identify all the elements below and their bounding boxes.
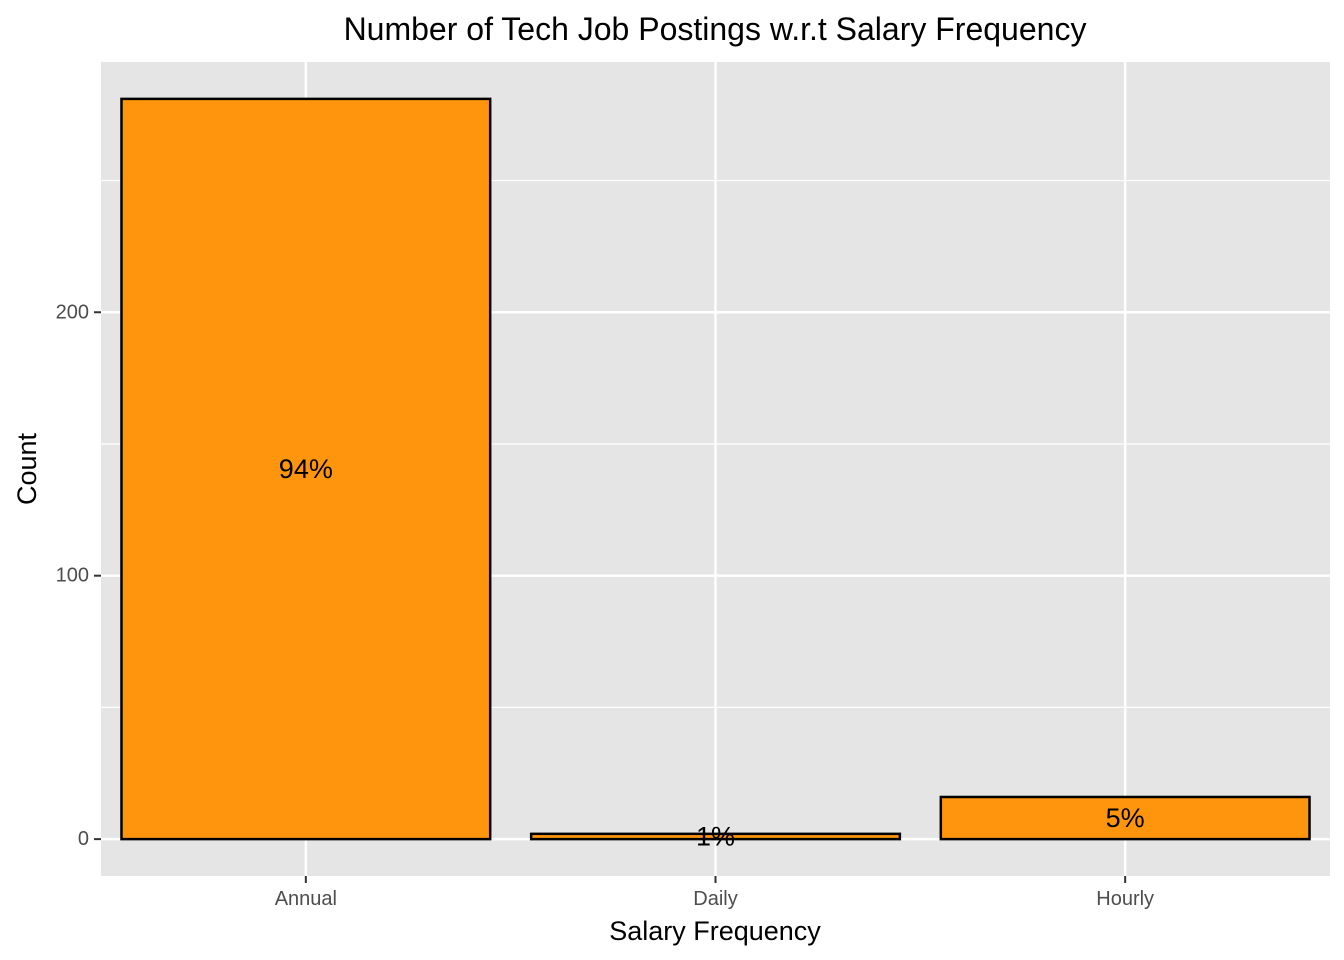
bar-labels: 94% 1% 5% xyxy=(279,454,1145,851)
x-tick-label: Hourly xyxy=(1096,888,1154,910)
x-axis: Annual Daily Hourly xyxy=(275,876,1154,910)
y-axis-title: Count xyxy=(12,432,42,505)
x-tick-label: Annual xyxy=(275,888,337,910)
bars xyxy=(120,97,1311,841)
y-tick-label: 0 xyxy=(78,828,89,850)
bar-hourly xyxy=(939,795,1311,841)
y-tick-label: 200 xyxy=(56,301,89,323)
x-axis-title: Salary Frequency xyxy=(609,916,821,946)
chart-title: Number of Tech Job Postings w.r.t Salary… xyxy=(344,11,1087,47)
y-axis: 0 100 200 xyxy=(56,301,101,850)
y-tick-label: 100 xyxy=(56,565,89,587)
bar-value-label: 5% xyxy=(1106,803,1145,833)
bar-value-label: 1% xyxy=(696,821,735,851)
x-tick-label: Daily xyxy=(693,888,737,910)
bar-daily xyxy=(529,832,902,841)
bar-value-label: 94% xyxy=(279,454,333,484)
bar-annual xyxy=(120,97,492,841)
